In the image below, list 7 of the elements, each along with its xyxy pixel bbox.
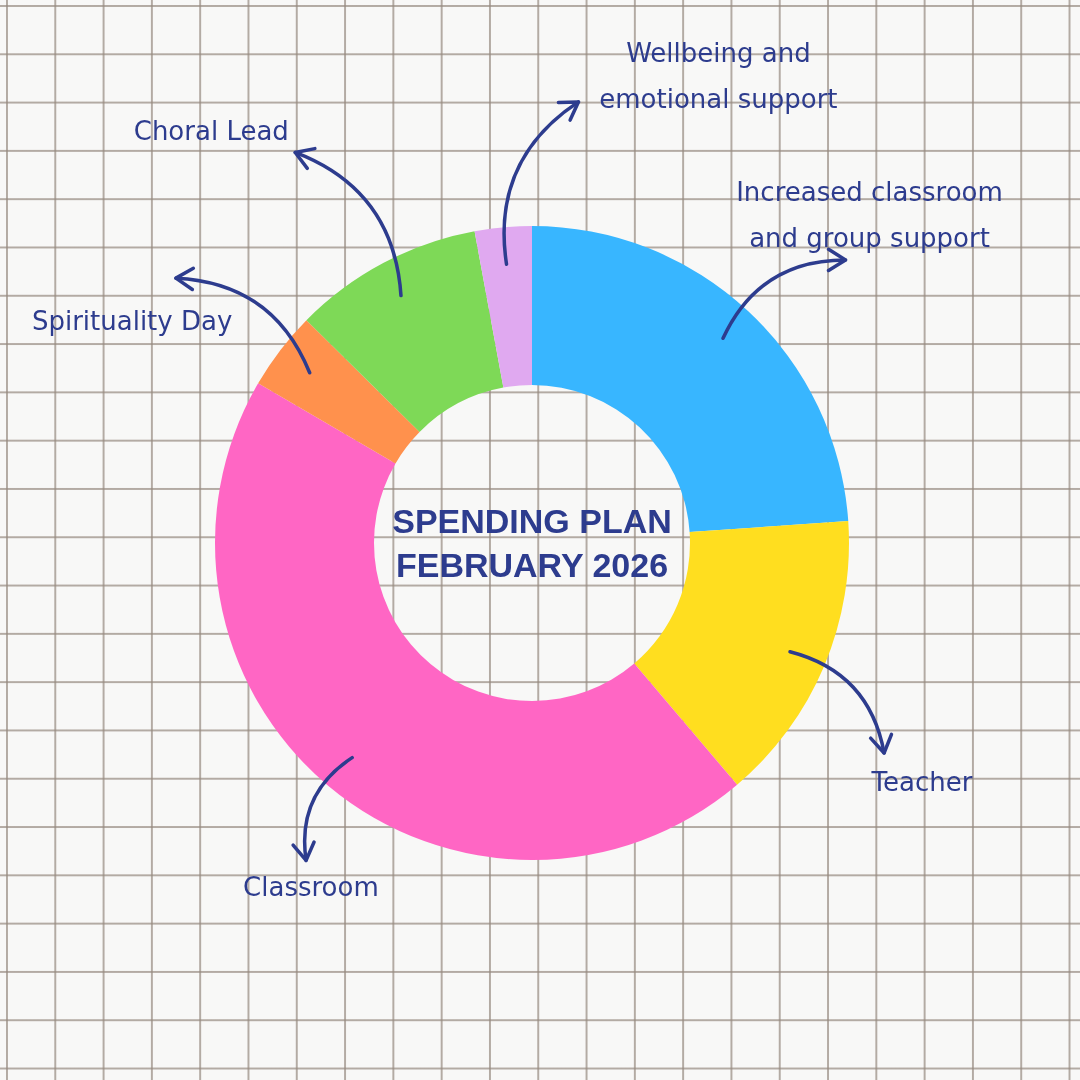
text: SPENDING PLAN FEBRUARY 2026 xyxy=(391,501,673,587)
slice-label: Spirituality Day xyxy=(31,305,233,339)
slice-label: Increased classroom and group support xyxy=(735,176,1004,255)
slice-label: Classroom xyxy=(243,871,379,905)
slice-label: Wellbeing and emotional support xyxy=(598,37,839,116)
slice-label: Choral Lead xyxy=(133,115,289,149)
slice-label: Teacher xyxy=(871,766,973,799)
